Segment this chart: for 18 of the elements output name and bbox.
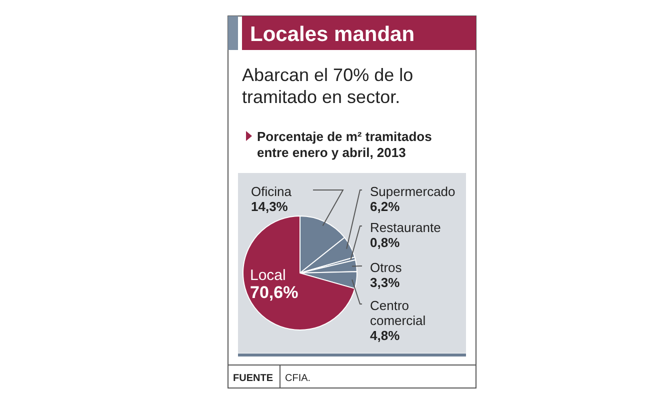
data-label: 0,8% xyxy=(370,235,400,250)
slice-label: Supermercado xyxy=(370,184,456,199)
chart-subtitle: Abarcan el 70% de lo tramitado en sector. xyxy=(242,65,414,107)
data-label: 70,6% xyxy=(250,283,298,302)
pie-slice xyxy=(242,216,356,330)
data-label: 6,2% xyxy=(370,199,400,214)
slice-label: Centro comercial xyxy=(370,298,426,328)
slice-label: Otros xyxy=(370,260,402,275)
chart-title: Locales mandan xyxy=(250,23,415,46)
slice-label: Local xyxy=(250,267,286,284)
text: FUENTE xyxy=(233,373,274,384)
text: CFIA. xyxy=(285,373,311,384)
data-label: 3,3% xyxy=(370,275,400,290)
data-label: 4,8% xyxy=(370,328,400,343)
data-label: 14,3% xyxy=(251,199,288,214)
text: Porcentaje de m² tramitados entre enero y abril, 2013 xyxy=(257,129,432,160)
slice-label: Restaurante xyxy=(370,220,441,235)
slice-label: Oficina xyxy=(251,184,292,199)
